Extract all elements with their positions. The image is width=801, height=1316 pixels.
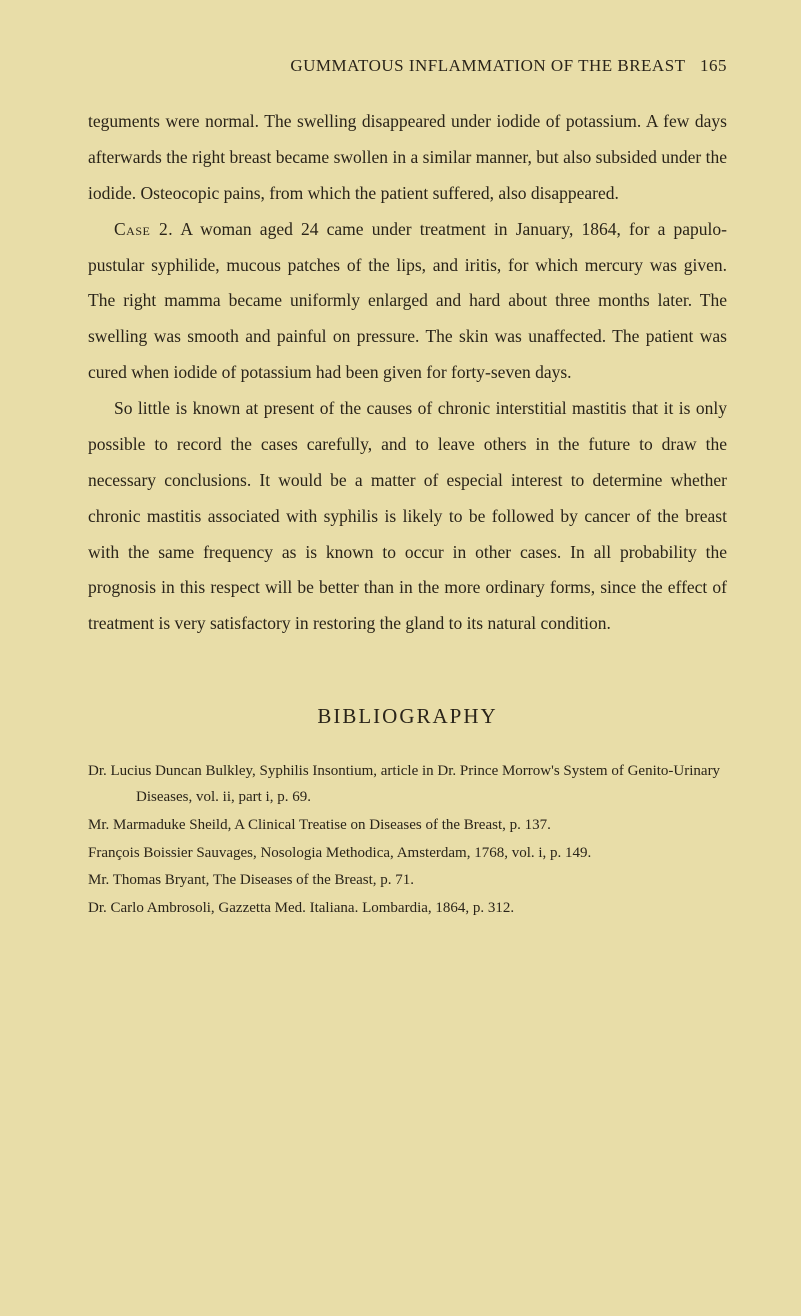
bibliography-entry: Dr. Carlo Ambrosoli, Gazzetta Med. Itali… (88, 896, 727, 922)
paragraph-1: teguments were normal. The swelling disa… (88, 104, 727, 212)
bibliography-list: Dr. Lucius Duncan Bulkley, Syphilis Inso… (88, 759, 727, 922)
case-label: Case 2. (114, 219, 173, 239)
paragraph-2-text: A woman aged 24 came under treatment in … (88, 219, 727, 383)
bibliography-entry: Mr. Thomas Bryant, The Diseases of the B… (88, 868, 727, 894)
bibliography-entry: Dr. Lucius Duncan Bulkley, Syphilis Inso… (88, 759, 727, 811)
bibliography-entry: François Boissier Sauvages, Nosologia Me… (88, 841, 727, 867)
bibliography-entry: Mr. Marmaduke Sheild, A Clinical Treatis… (88, 813, 727, 839)
page-header: GUMMATOUS INFLAMMATION OF THE BREAST 165 (88, 56, 727, 76)
body-text: teguments were normal. The swelling disa… (88, 104, 727, 642)
header-title: GUMMATOUS INFLAMMATION OF THE BREAST (290, 56, 685, 75)
bibliography-title: BIBLIOGRAPHY (88, 704, 727, 729)
page-number: 165 (700, 56, 727, 75)
paragraph-3: So little is known at present of the cau… (88, 391, 727, 642)
paragraph-2: Case 2. A woman aged 24 came under treat… (88, 212, 727, 391)
